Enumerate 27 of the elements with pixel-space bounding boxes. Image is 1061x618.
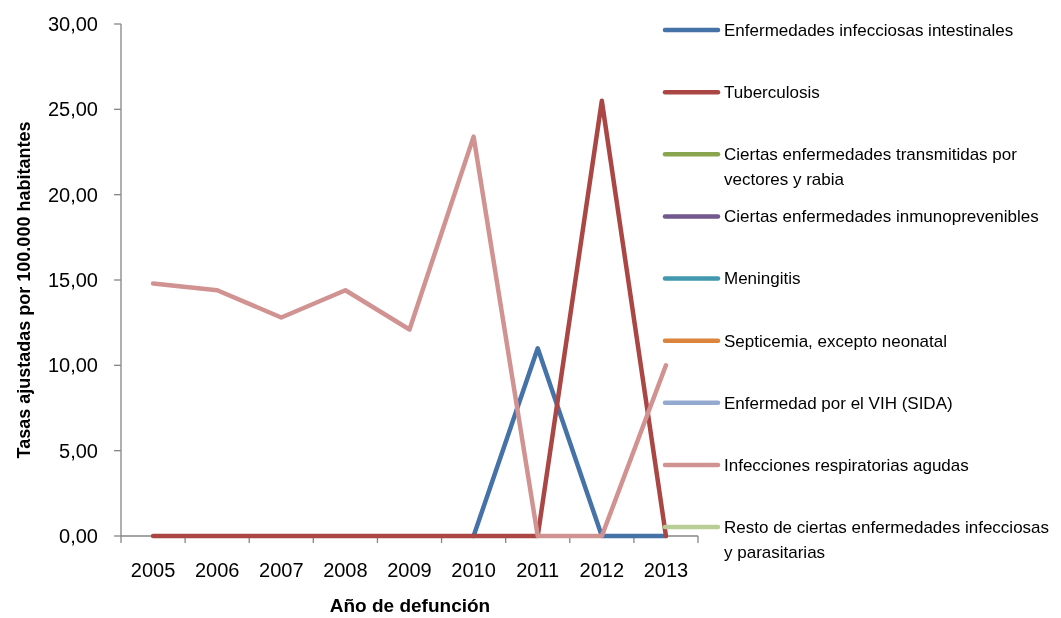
x-tick-label: 2010	[451, 559, 496, 581]
x-tick-label: 2009	[387, 559, 432, 581]
x-axis-title: Año de defunción	[329, 594, 491, 616]
y-axis-title: Tasas ajustadas por 100.000 habitantes	[14, 121, 35, 459]
legend-label: Meningitis	[724, 269, 801, 289]
legend-label: Septicemia, excepto neonatal	[724, 331, 948, 351]
y-tick-label: 30,00	[47, 13, 98, 35]
x-tick-label: 2013	[643, 559, 689, 581]
x-tick-label: 2006	[194, 559, 240, 581]
x-tick-label: 2005	[130, 559, 176, 581]
y-tick-label: 10,00	[47, 354, 98, 377]
legend-label: Ciertas enfermedades transmitidas por vectores y rabia	[724, 145, 1018, 189]
legend-label: Resto de ciertas enfermedades infecciosas y parasitarias	[724, 517, 1050, 562]
x-tick-label: 2007	[259, 559, 304, 581]
x-tick-label: 2012	[579, 559, 625, 581]
y-tick-label: 20,00	[47, 183, 98, 206]
x-tick-label: 2011	[516, 559, 560, 581]
legend-label: Enfermedad por el VIH (SIDA)	[724, 393, 953, 413]
y-tick-label: 0,00	[59, 525, 98, 547]
legend-label: Ciertas enfermedades inmunoprevenibles	[724, 207, 1039, 227]
y-tick-label: 15,00	[47, 269, 98, 291]
legend-label: Infecciones respiratorias agudas	[724, 455, 969, 475]
legend-label: Enfermedades infecciosas intestinales	[724, 20, 1014, 40]
y-tick-label: 25,00	[47, 98, 98, 121]
y-tick-label: 5,00	[59, 439, 98, 462]
x-tick-label: 2008	[323, 559, 368, 581]
legend-label: Tuberculosis	[724, 83, 820, 103]
